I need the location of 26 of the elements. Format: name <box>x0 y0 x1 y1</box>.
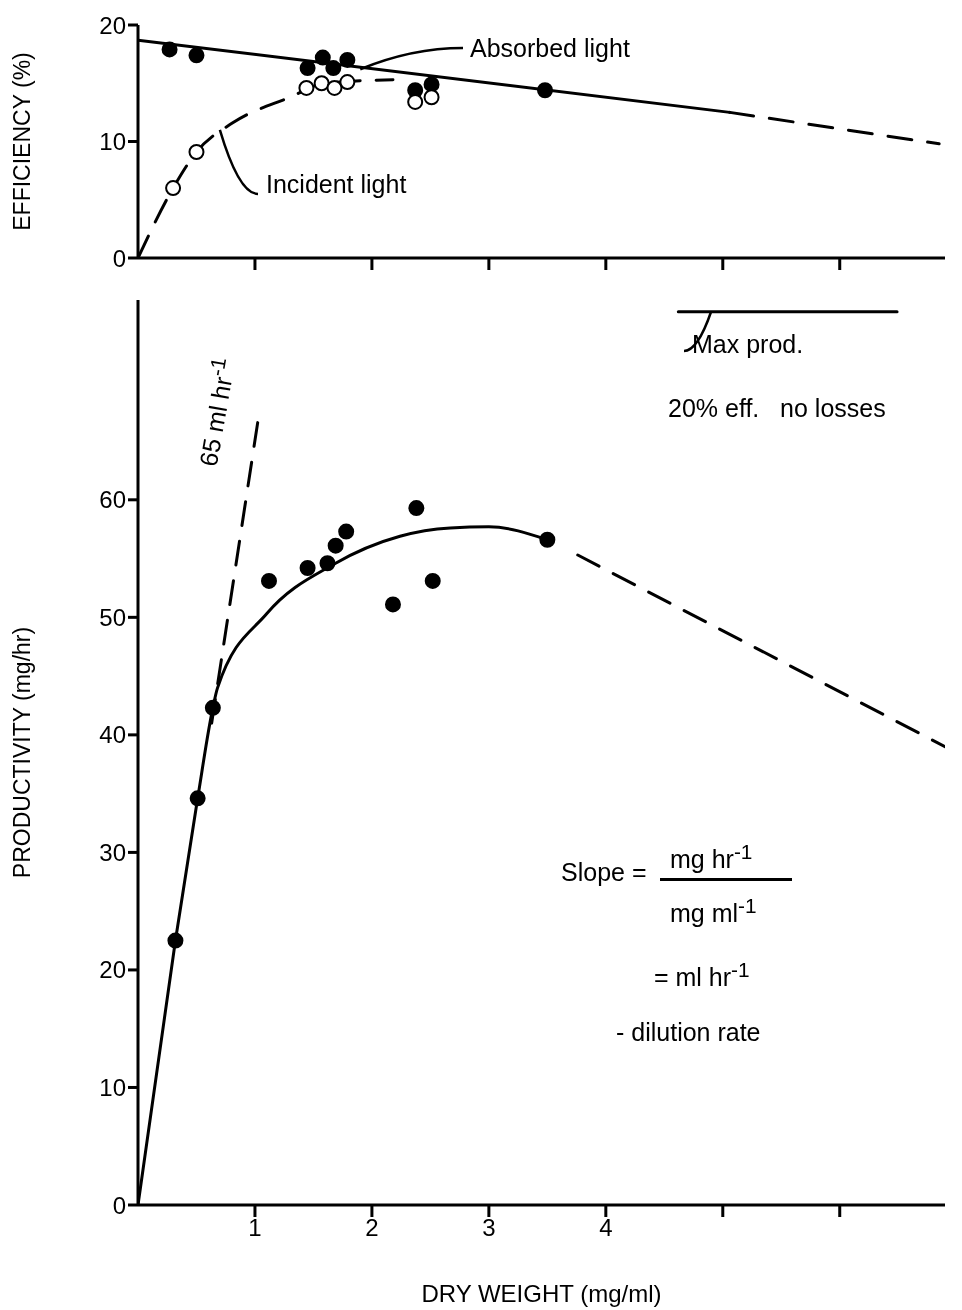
y-tick-label: 30 <box>99 838 126 866</box>
annotation: Incident light <box>266 170 407 198</box>
y-axis-title: PRODUCTIVITY (mg/hr) <box>9 626 36 879</box>
annotation: - dilution rate <box>616 1018 761 1046</box>
annotation: Absorbed light <box>470 34 630 62</box>
y-tick-label: 0 <box>112 244 126 272</box>
y-tick-label: 10 <box>99 1073 126 1101</box>
y-tick-label: 60 <box>99 486 126 514</box>
y-tick-label: 20 <box>99 11 126 39</box>
x-axis-title: DRY WEIGHT (mg/ml) <box>421 1280 662 1307</box>
annotation: mg ml$^{-1}$ <box>670 894 757 928</box>
annotation: = ml hr$^{-1}$ <box>654 958 750 992</box>
y-tick-label: 0 <box>112 1191 126 1219</box>
annotation: mg hr$^{-1}$ <box>670 840 753 874</box>
y-tick-label: 20 <box>99 956 126 984</box>
x-tick-label: 2 <box>365 1214 379 1242</box>
y-tick-label: 10 <box>99 128 126 156</box>
y-tick-label: 50 <box>99 603 126 631</box>
y-axis-title: EFFICIENCY (%) <box>9 52 36 231</box>
x-tick-label: 1 <box>248 1214 262 1242</box>
annotation: 20% eff. no losses <box>668 394 886 422</box>
annotation: Slope = <box>561 858 647 886</box>
annotation: Max prod. <box>692 330 804 358</box>
x-tick-label: 4 <box>599 1214 613 1242</box>
x-tick-label: 3 <box>482 1214 496 1242</box>
y-tick-label: 40 <box>99 721 126 749</box>
